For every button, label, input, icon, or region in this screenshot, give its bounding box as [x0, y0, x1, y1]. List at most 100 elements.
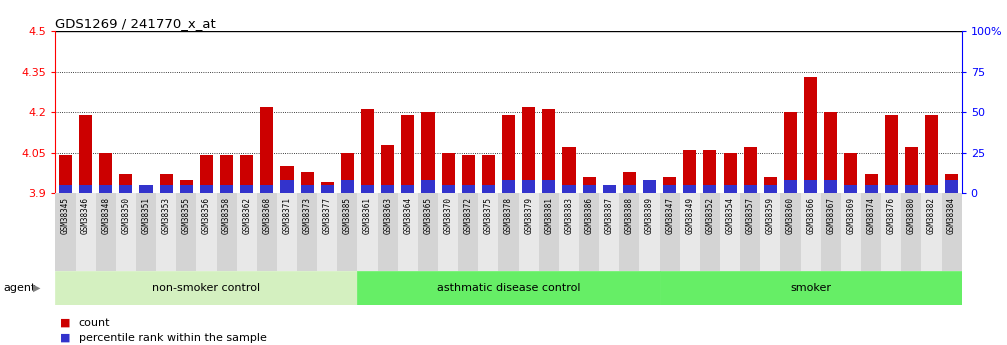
Bar — [361, 185, 374, 193]
Bar — [337, 193, 357, 271]
Bar — [660, 271, 962, 305]
Bar — [320, 183, 333, 193]
Text: GSM38381: GSM38381 — [545, 197, 553, 234]
Bar — [136, 193, 156, 271]
Bar — [196, 193, 217, 271]
Bar — [562, 185, 576, 193]
Bar — [942, 193, 962, 271]
Text: GSM38376: GSM38376 — [887, 197, 895, 234]
Text: GSM38368: GSM38368 — [263, 197, 271, 234]
Text: ■: ■ — [60, 333, 70, 343]
Bar — [421, 180, 434, 193]
Bar — [824, 112, 837, 193]
Bar — [884, 115, 897, 193]
Bar — [401, 185, 414, 193]
Text: GSM38353: GSM38353 — [162, 197, 170, 234]
Text: GSM38365: GSM38365 — [424, 197, 432, 234]
Text: GSM38362: GSM38362 — [243, 197, 251, 234]
Text: GSM38384: GSM38384 — [948, 197, 956, 234]
Bar — [642, 180, 657, 193]
Bar — [478, 193, 498, 271]
Bar — [619, 193, 639, 271]
Bar — [924, 185, 938, 193]
Bar — [116, 193, 136, 271]
Bar — [921, 193, 942, 271]
Bar — [320, 185, 333, 193]
Text: GSM38349: GSM38349 — [686, 197, 694, 234]
Bar — [357, 193, 378, 271]
Bar — [260, 107, 273, 193]
Bar — [76, 193, 96, 271]
Text: GSM38389: GSM38389 — [645, 197, 654, 234]
Bar — [884, 185, 897, 193]
Text: GSM38360: GSM38360 — [786, 197, 795, 234]
Bar — [481, 155, 494, 193]
Bar — [378, 193, 398, 271]
Bar — [582, 185, 595, 193]
Bar — [119, 185, 132, 193]
Bar — [159, 174, 173, 193]
Text: GSM38374: GSM38374 — [867, 197, 875, 234]
Bar — [156, 193, 176, 271]
Bar — [602, 185, 615, 193]
Text: smoker: smoker — [790, 283, 831, 293]
Bar — [461, 155, 474, 193]
Text: GSM38383: GSM38383 — [565, 197, 573, 234]
Bar — [99, 153, 112, 193]
Bar — [763, 177, 776, 193]
Bar — [723, 153, 736, 193]
Bar — [220, 185, 233, 193]
Text: GSM38387: GSM38387 — [605, 197, 613, 234]
Text: non-smoker control: non-smoker control — [152, 283, 261, 293]
Bar — [801, 193, 821, 271]
Bar — [79, 115, 92, 193]
Bar — [945, 174, 958, 193]
Text: GSM38371: GSM38371 — [283, 197, 291, 234]
Bar — [277, 193, 297, 271]
Bar — [683, 150, 696, 193]
Text: GSM38346: GSM38346 — [82, 197, 90, 234]
Text: GSM38367: GSM38367 — [827, 197, 835, 234]
Bar — [622, 171, 635, 193]
Bar — [740, 193, 760, 271]
Text: ▶: ▶ — [33, 283, 40, 293]
Text: GSM38355: GSM38355 — [182, 197, 190, 234]
Bar — [317, 193, 337, 271]
Text: GSM38347: GSM38347 — [666, 197, 674, 234]
Bar — [522, 107, 536, 193]
Bar — [783, 112, 797, 193]
Bar — [217, 193, 237, 271]
Text: GSM38348: GSM38348 — [102, 197, 110, 234]
Bar — [720, 193, 740, 271]
Bar — [458, 193, 478, 271]
Bar — [602, 188, 615, 193]
Bar — [58, 185, 71, 193]
Bar — [783, 180, 797, 193]
Bar — [481, 185, 494, 193]
Text: percentile rank within the sample: percentile rank within the sample — [79, 333, 267, 343]
Bar — [401, 115, 414, 193]
Bar — [663, 185, 676, 193]
Bar — [438, 193, 458, 271]
Bar — [99, 185, 112, 193]
Text: GSM38378: GSM38378 — [505, 197, 513, 234]
Text: GSM38373: GSM38373 — [303, 197, 311, 234]
Bar — [522, 180, 536, 193]
Text: GSM38386: GSM38386 — [585, 197, 593, 234]
Text: GSM38350: GSM38350 — [122, 197, 130, 234]
Text: GSM38385: GSM38385 — [343, 197, 351, 234]
Bar — [280, 166, 293, 193]
Bar — [844, 153, 857, 193]
Bar — [901, 193, 921, 271]
Bar — [703, 150, 717, 193]
Bar — [179, 185, 192, 193]
Bar — [260, 185, 273, 193]
Bar — [96, 193, 116, 271]
Text: GSM38358: GSM38358 — [223, 197, 231, 234]
Text: GSM38366: GSM38366 — [807, 197, 815, 234]
Bar — [881, 193, 901, 271]
Bar — [760, 193, 780, 271]
Bar — [642, 188, 657, 193]
Bar — [763, 185, 776, 193]
Bar — [179, 180, 192, 193]
